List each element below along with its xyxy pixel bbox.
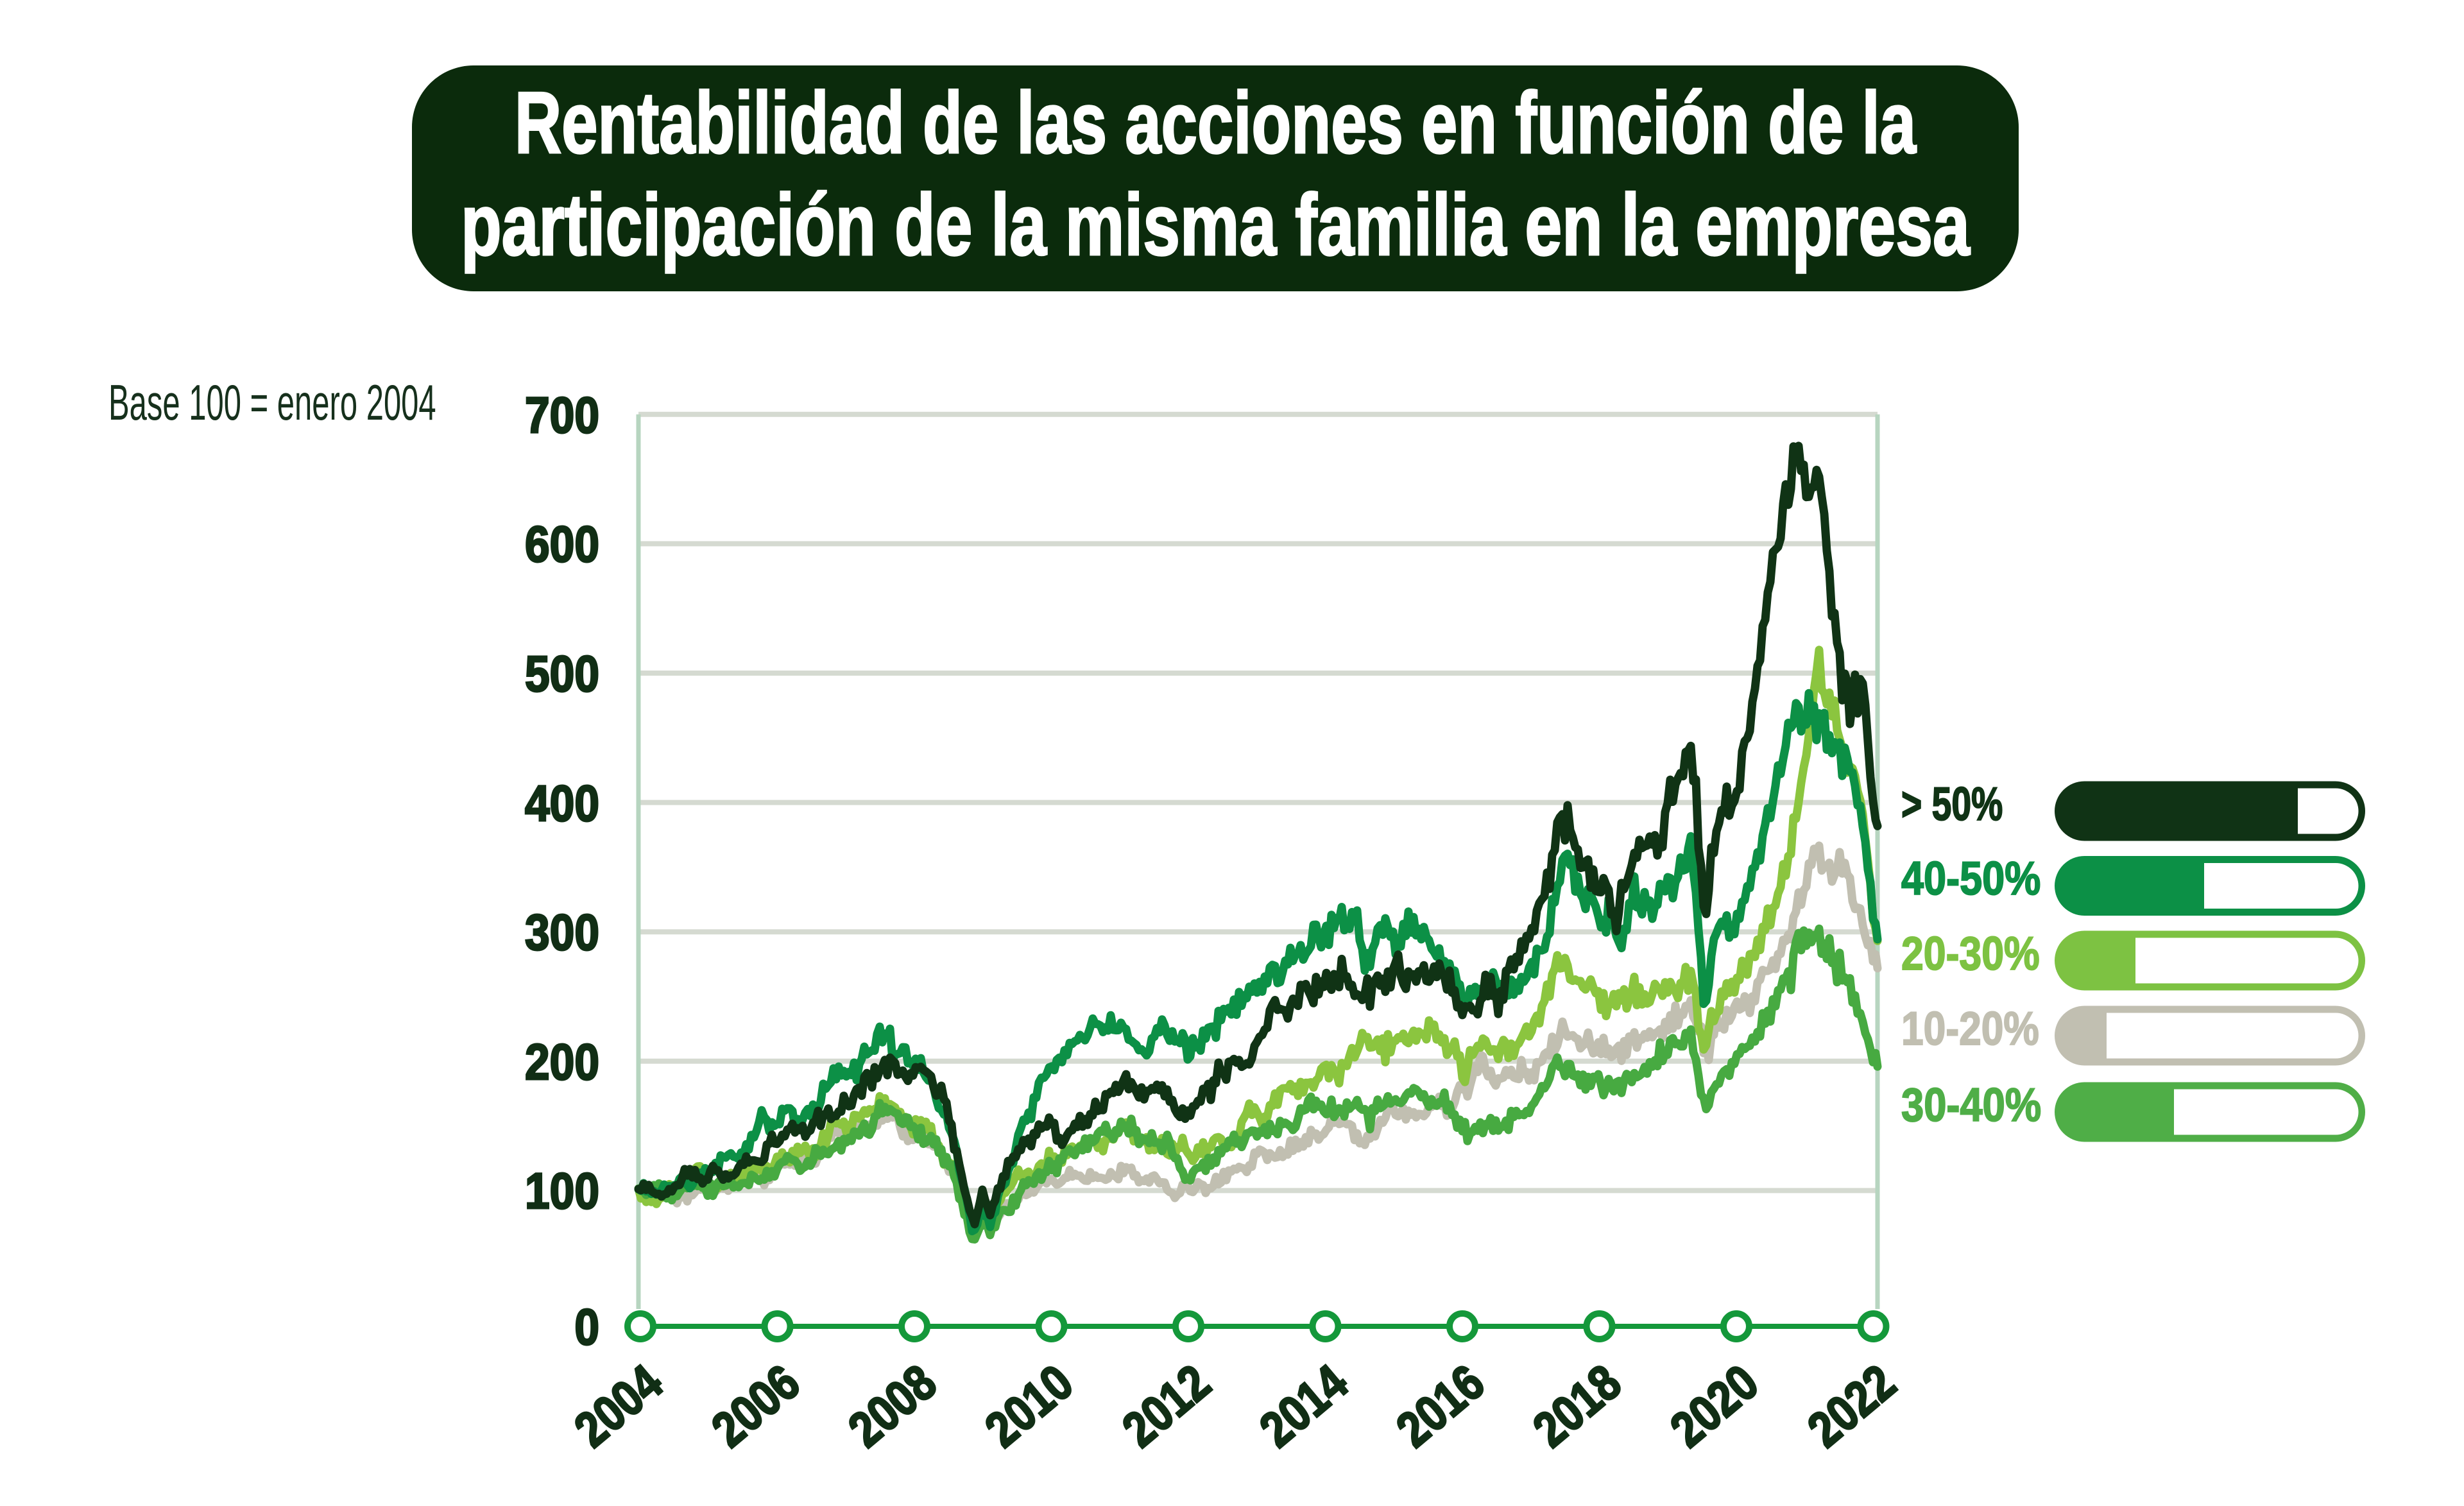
svg-text:0: 0 [574,1299,599,1355]
svg-text:100: 100 [525,1163,599,1219]
svg-text:10-20%: 10-20% [1901,1003,2039,1055]
svg-text:300: 300 [525,904,599,961]
svg-text:400: 400 [525,775,599,832]
svg-text:20-30%: 20-30% [1901,928,2040,980]
svg-text:30-40%: 30-40% [1901,1079,2041,1131]
svg-text:Rentabilidad de las acciones e: Rentabilidad de las acciones en función … [515,74,1917,171]
svg-text:200: 200 [525,1034,599,1090]
svg-text:> 50%: > 50% [1901,778,2003,830]
svg-text:participación de la misma fami: participación de la misma familia en la … [461,176,1971,273]
svg-text:600: 600 [525,516,599,572]
svg-text:700: 700 [525,387,599,443]
svg-text:Base 100 = enero 2004: Base 100 = enero 2004 [108,375,436,431]
svg-text:500: 500 [525,646,599,702]
svg-text:40-50%: 40-50% [1901,853,2041,905]
